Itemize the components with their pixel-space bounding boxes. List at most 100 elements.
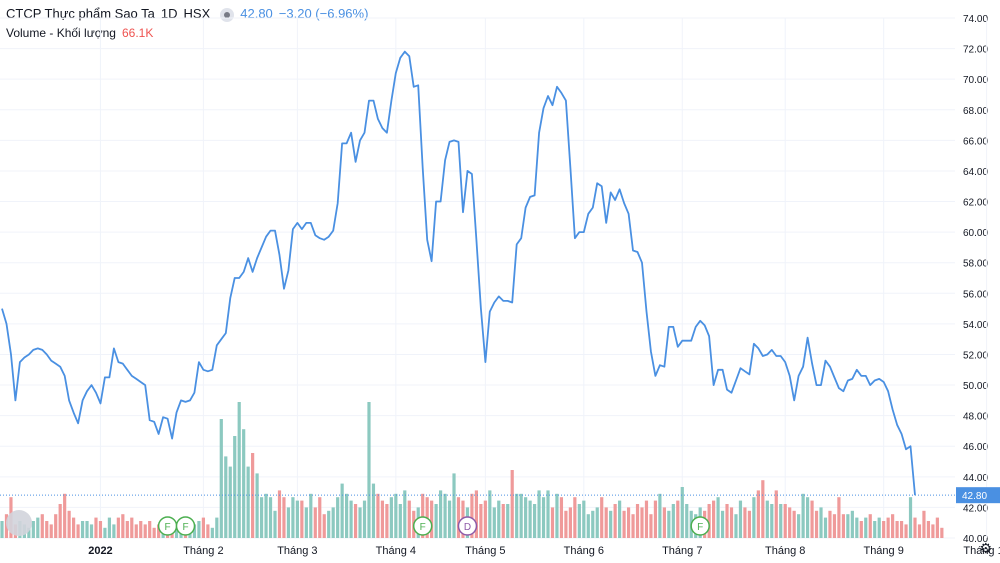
volume-bar xyxy=(922,510,926,538)
volume-bar xyxy=(770,504,774,538)
volume-bar xyxy=(300,500,304,538)
volume-bar xyxy=(550,507,555,538)
volume-bar xyxy=(515,493,519,538)
volume-bar xyxy=(877,517,881,538)
last-price-label: 42.80 xyxy=(962,491,987,502)
volume-bar xyxy=(72,517,76,538)
volume-bar xyxy=(362,500,367,538)
volume-bar xyxy=(622,510,626,538)
y-tick-label: 56.00 xyxy=(963,289,988,300)
volume-bar xyxy=(277,490,282,538)
volume-bar xyxy=(242,429,246,538)
symbol-name[interactable]: CTCP Thực phẩm Sao Ta xyxy=(6,6,155,21)
tradingview-logo-icon[interactable] xyxy=(6,510,32,536)
volume-bar xyxy=(524,497,528,538)
volume-bar xyxy=(210,527,214,538)
volume-bar xyxy=(519,493,523,538)
y-tick-label: 70.00 xyxy=(963,75,988,86)
chart-legend-main: CTCP Thực phẩm Sao Ta 1D HSX 42.80 −3.20 (−6… xyxy=(6,6,374,22)
volume-bar xyxy=(935,517,939,538)
interval-label: 1D xyxy=(160,6,178,21)
volume-bar xyxy=(112,524,116,538)
volume-bar xyxy=(917,524,922,538)
volume-bar xyxy=(40,514,44,538)
volume-bar xyxy=(434,504,438,538)
volume-bar xyxy=(783,504,787,538)
volume-bar xyxy=(282,497,286,538)
volume-bar xyxy=(797,514,801,538)
volume-bar xyxy=(143,524,147,538)
volume-bar xyxy=(734,514,738,538)
volume-bar xyxy=(859,521,863,538)
volume-bar xyxy=(497,500,501,538)
volume-bar xyxy=(707,504,711,538)
volume-bar xyxy=(658,493,662,538)
volume-bar xyxy=(295,500,299,538)
volume-bar xyxy=(376,493,380,538)
volume-bar xyxy=(215,517,219,538)
volume-bar xyxy=(828,510,832,538)
volume-bar xyxy=(201,517,205,538)
y-tick-label: 58.00 xyxy=(963,259,988,270)
volume-bar xyxy=(532,504,537,538)
volume-bar xyxy=(474,490,479,538)
event-marker xyxy=(175,516,196,536)
volume-bar xyxy=(810,500,814,538)
volume-bar xyxy=(712,500,716,538)
volume-bar xyxy=(67,510,71,538)
volume-bar xyxy=(430,500,434,538)
volume-bar xyxy=(604,507,608,538)
volume-bar xyxy=(98,521,103,538)
x-tick-label: Tháng 6 xyxy=(564,545,604,557)
volume-bar xyxy=(510,470,514,538)
y-tick-label: 52.00 xyxy=(963,350,988,361)
volume-bar xyxy=(273,510,277,538)
volume-bar xyxy=(80,521,85,538)
volume-bar xyxy=(443,493,447,538)
volume-bar xyxy=(121,514,125,538)
volume-bar xyxy=(743,507,747,538)
volume-bar xyxy=(358,507,362,538)
volume-bar xyxy=(564,510,568,538)
volume-bar xyxy=(586,514,590,538)
x-tick-label: Tháng 5 xyxy=(465,545,505,557)
event-marker-label: F xyxy=(420,522,426,533)
volume-bar xyxy=(680,487,684,538)
volume-bar xyxy=(148,521,152,538)
y-tick-label: 50.00 xyxy=(963,381,988,392)
y-tick-label: 42.00 xyxy=(963,503,988,514)
volume-bar xyxy=(662,507,666,538)
volume-bar xyxy=(501,504,505,538)
volume-bar xyxy=(546,490,550,538)
volume-bar xyxy=(36,517,40,538)
volume-bar xyxy=(904,524,908,538)
x-tick-label: Tháng 3 xyxy=(277,545,317,557)
volume-bar xyxy=(788,507,792,538)
volume-bar xyxy=(345,493,349,538)
event-marker-label: F xyxy=(165,522,171,533)
volume-bar xyxy=(398,504,402,538)
x-tick-label: Tháng 7 xyxy=(662,545,702,557)
volume-bar xyxy=(631,514,635,538)
volume-bar xyxy=(765,500,769,538)
y-tick-label: 62.00 xyxy=(963,198,988,209)
volume-bar xyxy=(228,466,232,538)
volume-bar xyxy=(913,517,917,538)
volume-label[interactable]: Volume - Khối lượng xyxy=(6,26,116,40)
volume-bar xyxy=(600,497,604,538)
volume-bar xyxy=(309,493,313,538)
event-marker xyxy=(690,516,710,536)
volume-bar xyxy=(313,507,317,538)
settings-gear-icon[interactable]: ⚙ xyxy=(979,540,992,556)
volume-bar xyxy=(685,504,689,538)
volume-bar xyxy=(349,500,353,538)
volume-bar xyxy=(268,497,273,538)
volume-bar xyxy=(926,521,931,538)
volume-bar xyxy=(407,500,411,538)
volume-bar xyxy=(492,507,496,538)
volume-bar xyxy=(805,497,810,538)
volume-bar xyxy=(291,497,295,538)
volume-bar xyxy=(725,504,729,538)
volume-bar xyxy=(331,507,335,538)
